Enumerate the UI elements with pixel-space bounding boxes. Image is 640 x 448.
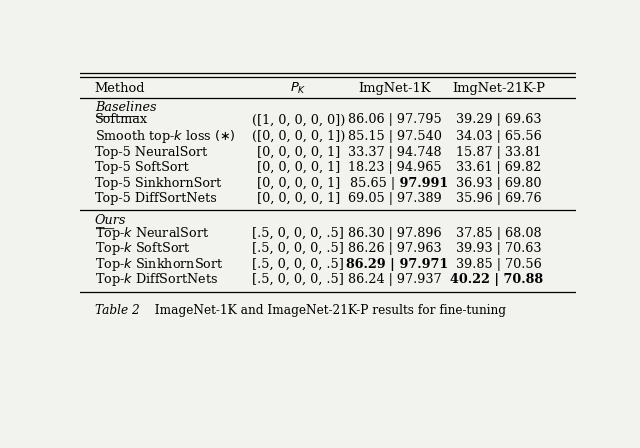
- Text: 37.85 | 68.08: 37.85 | 68.08: [456, 227, 542, 240]
- Text: Top-5 NeuralSort: Top-5 NeuralSort: [95, 146, 207, 159]
- Text: 97.991: 97.991: [395, 177, 448, 190]
- Text: [0, 0, 0, 0, 1]: [0, 0, 0, 0, 1]: [257, 146, 340, 159]
- Text: Softmax: Softmax: [95, 113, 148, 126]
- Text: 39.85 | 70.56: 39.85 | 70.56: [456, 258, 542, 271]
- Text: 86.30 | 97.896: 86.30 | 97.896: [348, 227, 442, 240]
- Text: 69.05 | 97.389: 69.05 | 97.389: [348, 192, 442, 205]
- Text: [.5, 0, 0, 0, .5]: [.5, 0, 0, 0, .5]: [252, 227, 344, 240]
- Text: Smooth top-$k$ loss $(\ast)$: Smooth top-$k$ loss $(\ast)$: [95, 128, 236, 145]
- Text: [.5, 0, 0, 0, .5]: [.5, 0, 0, 0, .5]: [252, 242, 344, 255]
- Text: 33.61 | 69.82: 33.61 | 69.82: [456, 161, 542, 174]
- Text: 39.93 | 70.63: 39.93 | 70.63: [456, 242, 542, 255]
- Text: 18.23 | 94.965: 18.23 | 94.965: [348, 161, 442, 174]
- Text: 70.88: 70.88: [499, 273, 543, 286]
- Text: Top-$k$ NeuralSort: Top-$k$ NeuralSort: [95, 224, 209, 241]
- Text: 34.03 | 65.56: 34.03 | 65.56: [456, 130, 542, 143]
- Text: ImageNet-1K and ImageNet-21K-P results for fine-tuning: ImageNet-1K and ImageNet-21K-P results f…: [147, 304, 506, 317]
- Text: 85.65 | 97.991: 85.65 | 97.991: [348, 177, 442, 190]
- Text: Top-5 SoftSort: Top-5 SoftSort: [95, 161, 189, 174]
- Text: Method: Method: [95, 82, 145, 95]
- Text: $P_K$: $P_K$: [290, 81, 307, 96]
- Text: 40.22 | 70.88: 40.22 | 70.88: [456, 273, 542, 286]
- Text: Top-$k$ DiffSortNets: Top-$k$ DiffSortNets: [95, 271, 218, 288]
- Text: [.5, 0, 0, 0, .5]: [.5, 0, 0, 0, .5]: [252, 273, 344, 286]
- Text: Baselines: Baselines: [95, 101, 156, 114]
- Text: 85.65 |: 85.65 |: [350, 177, 395, 190]
- Text: 39.29 | 69.63: 39.29 | 69.63: [456, 113, 542, 126]
- Text: Top-$k$ SoftSort: Top-$k$ SoftSort: [95, 240, 191, 257]
- Text: 40.22 |: 40.22 |: [450, 273, 499, 286]
- Text: [0, 0, 0, 0, 1]: [0, 0, 0, 0, 1]: [257, 161, 340, 174]
- Text: 97.971: 97.971: [395, 258, 448, 271]
- Text: [0, 0, 0, 0, 1]: [0, 0, 0, 0, 1]: [257, 192, 340, 205]
- Text: 36.93 | 69.80: 36.93 | 69.80: [456, 177, 542, 190]
- Text: 86.29 |: 86.29 |: [346, 258, 395, 271]
- Text: [0, 0, 0, 0, 1]: [0, 0, 0, 0, 1]: [257, 177, 340, 190]
- Text: ImgNet-21K-P: ImgNet-21K-P: [452, 82, 546, 95]
- Text: Ours: Ours: [95, 214, 126, 227]
- Text: [.5, 0, 0, 0, .5]: [.5, 0, 0, 0, .5]: [252, 258, 344, 271]
- Text: Top-5 DiffSortNets: Top-5 DiffSortNets: [95, 192, 216, 205]
- Text: 86.24 | 97.937: 86.24 | 97.937: [348, 273, 442, 286]
- Text: 15.87 | 33.81: 15.87 | 33.81: [456, 146, 542, 159]
- Text: ([1, 0, 0, 0, 0]): ([1, 0, 0, 0, 0]): [252, 113, 345, 126]
- Text: Table 2: Table 2: [95, 304, 140, 317]
- Text: ([0, 0, 0, 0, 1]): ([0, 0, 0, 0, 1]): [252, 130, 345, 143]
- Text: 86.29 | 97.971: 86.29 | 97.971: [348, 258, 442, 271]
- Text: Top-$k$ SinkhornSort: Top-$k$ SinkhornSort: [95, 256, 223, 273]
- Text: 86.06 | 97.795: 86.06 | 97.795: [348, 113, 442, 126]
- Text: Top-5 SinkhornSort: Top-5 SinkhornSort: [95, 177, 221, 190]
- Text: 33.37 | 94.748: 33.37 | 94.748: [348, 146, 442, 159]
- Text: ImgNet-1K: ImgNet-1K: [358, 82, 431, 95]
- Text: 35.96 | 69.76: 35.96 | 69.76: [456, 192, 542, 205]
- Text: 85.15 | 97.540: 85.15 | 97.540: [348, 130, 442, 143]
- Text: 86.26 | 97.963: 86.26 | 97.963: [348, 242, 442, 255]
